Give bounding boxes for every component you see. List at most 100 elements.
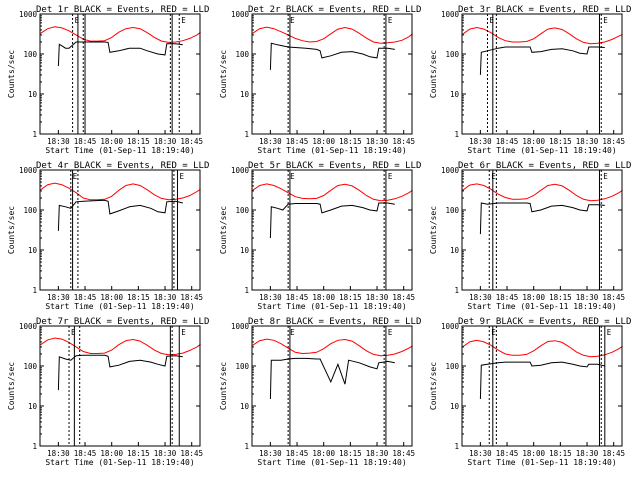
y-tick-label: 1 xyxy=(32,286,37,295)
y-tick-label: 100 xyxy=(445,206,459,215)
y-tick-label: 1000 xyxy=(19,10,38,19)
plot-frame xyxy=(39,13,201,135)
y-tick-label: 1000 xyxy=(231,10,250,19)
x-axis-label: Start Time (01-Sep-11 18:19:40) xyxy=(257,458,406,467)
lld-series-line xyxy=(462,183,623,202)
y-tick-label: 1 xyxy=(244,442,249,451)
x-tick-label: 18:00 xyxy=(100,137,123,146)
x-tick-label: 18:45 xyxy=(180,449,203,458)
x-tick-label: 18:15 xyxy=(339,293,362,302)
x-tick-label: 18:30 xyxy=(47,449,70,458)
event-marker: E xyxy=(179,172,184,181)
x-tick-label: 18:45 xyxy=(286,137,309,146)
x-tick-label: 18:30 xyxy=(154,293,177,302)
x-tick-label: 18:00 xyxy=(312,449,335,458)
y-tick-label: 1 xyxy=(244,286,249,295)
y-tick-label: 1000 xyxy=(441,10,460,19)
x-tick-label: 18:15 xyxy=(549,449,572,458)
lld-series-line xyxy=(40,182,201,201)
x-tick-label: 18:00 xyxy=(522,293,545,302)
x-axis-label: Start Time (01-Sep-11 18:19:40) xyxy=(467,458,616,467)
lld-series-line xyxy=(252,26,413,44)
lld-series-line xyxy=(40,337,201,356)
x-tick-label: 18:45 xyxy=(392,137,415,146)
y-tick-label: 10 xyxy=(450,90,460,99)
y-axis-label: Counts/sec xyxy=(7,50,16,98)
y-tick-label: 1 xyxy=(454,130,459,139)
x-tick-label: 18:30 xyxy=(469,137,492,146)
y-axis-label: Counts/sec xyxy=(219,206,228,254)
x-tick-label: 18:45 xyxy=(496,449,519,458)
x-tick-label: 18:00 xyxy=(100,293,123,302)
y-axis-label: Counts/sec xyxy=(429,50,438,98)
x-tick-label: 18:45 xyxy=(602,449,625,458)
x-tick-label: 18:30 xyxy=(366,293,389,302)
event-marker: E xyxy=(290,328,295,337)
x-tick-label: 18:45 xyxy=(286,293,309,302)
y-axis-label: Counts/sec xyxy=(7,206,16,254)
event-marker: E xyxy=(388,16,393,25)
event-marker: E xyxy=(491,172,496,181)
x-tick-label: 18:45 xyxy=(392,449,415,458)
y-tick-label: 1000 xyxy=(19,166,38,175)
plot-frame xyxy=(461,13,623,135)
y-axis-label: Counts/sec xyxy=(429,206,438,254)
events-series-line xyxy=(269,42,395,70)
y-tick-label: 100 xyxy=(23,206,37,215)
x-tick-label: 18:15 xyxy=(127,449,150,458)
x-tick-label: 18:30 xyxy=(259,449,282,458)
x-tick-label: 18:30 xyxy=(47,293,70,302)
y-tick-label: 100 xyxy=(23,50,37,59)
x-tick-label: 18:30 xyxy=(576,449,599,458)
events-series-line xyxy=(269,357,395,400)
x-tick-label: 18:45 xyxy=(180,137,203,146)
plot-frame xyxy=(39,169,201,291)
event-marker: E xyxy=(75,16,80,25)
y-tick-label: 1000 xyxy=(231,322,250,331)
x-axis-label: Start Time (01-Sep-11 18:19:40) xyxy=(467,302,616,311)
x-tick-label: 18:15 xyxy=(339,137,362,146)
lld-series-line xyxy=(462,26,623,45)
y-tick-label: 100 xyxy=(445,362,459,371)
y-tick-label: 10 xyxy=(240,402,250,411)
plot-frame xyxy=(251,325,413,447)
panel-title: Det 8r BLACK = Events, RED = LLD xyxy=(248,317,421,327)
panel-title: Det 6r BLACK = Events, RED = LLD xyxy=(458,161,631,171)
x-tick-label: 18:30 xyxy=(154,449,177,458)
lld-series-line xyxy=(40,26,201,43)
y-tick-label: 1 xyxy=(454,442,459,451)
x-tick-label: 18:45 xyxy=(496,293,519,302)
y-tick-label: 10 xyxy=(450,402,460,411)
panel-title: Det 1r BLACK = Events, RED = LLD xyxy=(36,5,209,15)
events-series-line xyxy=(57,199,183,231)
panel-title: Det 2r BLACK = Events, RED = LLD xyxy=(248,5,421,15)
event-marker: E xyxy=(607,328,612,337)
y-tick-label: 1 xyxy=(454,286,459,295)
x-tick-label: 18:30 xyxy=(259,137,282,146)
y-tick-label: 10 xyxy=(28,402,38,411)
y-axis-label: Counts/sec xyxy=(219,362,228,410)
plot-frame xyxy=(461,169,623,291)
y-tick-label: 1000 xyxy=(19,322,38,331)
event-marker: E xyxy=(603,172,608,181)
y-axis-label: Counts/sec xyxy=(429,362,438,410)
y-tick-label: 100 xyxy=(23,362,37,371)
lld-series-line xyxy=(462,339,623,358)
x-tick-label: 18:00 xyxy=(312,293,335,302)
x-tick-label: 18:15 xyxy=(549,293,572,302)
event-marker: E xyxy=(603,16,608,25)
x-tick-label: 18:30 xyxy=(154,137,177,146)
x-tick-label: 18:00 xyxy=(100,449,123,458)
events-series-line xyxy=(57,41,183,67)
